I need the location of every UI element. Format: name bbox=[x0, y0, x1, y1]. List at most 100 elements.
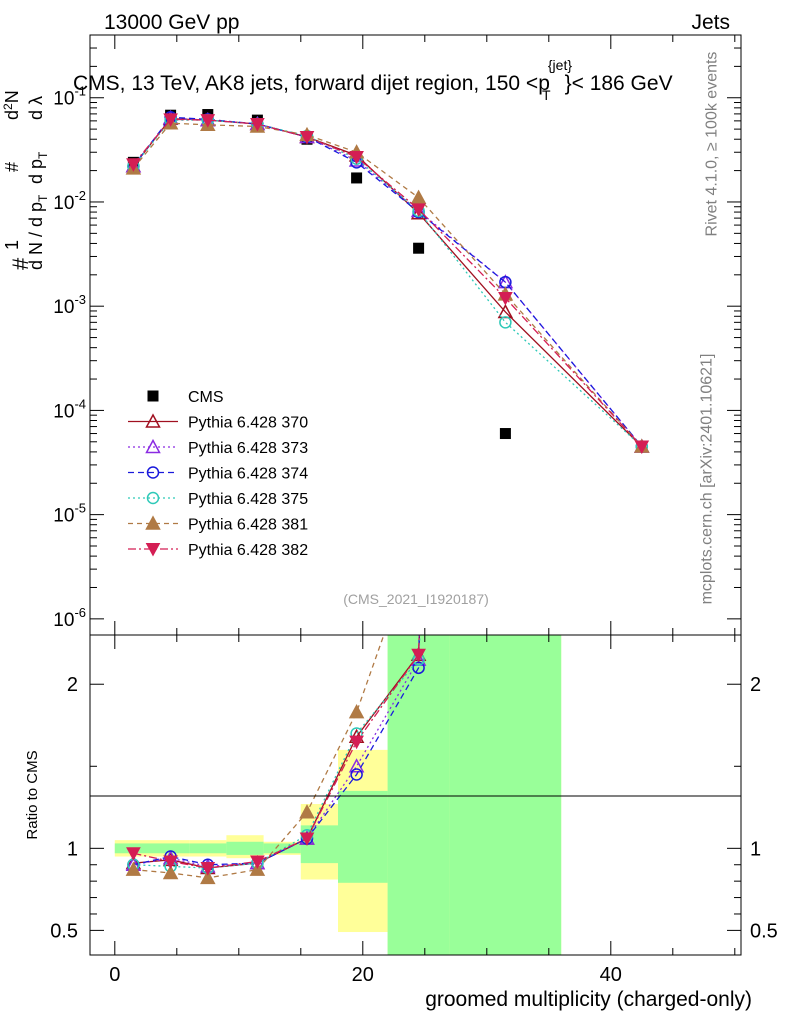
plot-title: CMS, 13 TeV, AK8 jets, forward dijet reg… bbox=[73, 57, 673, 103]
series-line-pythia-6-428-374 bbox=[132, 116, 643, 447]
ratio-line-pythia-6-428-381 bbox=[133, 635, 385, 879]
ratio-point-pythia-6-428-381 bbox=[299, 804, 315, 819]
y-tick-base: 10 bbox=[53, 89, 74, 110]
legend-marker-pythia-6-428-373 bbox=[145, 438, 161, 454]
ratio-band-green bbox=[338, 790, 388, 883]
header-right-label: Jets bbox=[691, 11, 730, 34]
ratio-point-pythia-6-428-381 bbox=[249, 861, 266, 876]
data-point-cms bbox=[499, 428, 511, 440]
y-tick-label: 10-6 bbox=[53, 605, 86, 631]
y-tick-label: 10-3 bbox=[53, 292, 86, 318]
plot-title-sub: T bbox=[542, 87, 551, 103]
legend-label-pythia-6-428-375: Pythia 6.428 375 bbox=[188, 491, 308, 508]
ratio-point-pythia-6-428-373 bbox=[348, 758, 365, 773]
ratio-point-pythia-6-428-381 bbox=[162, 864, 179, 880]
legend-marker-pythia-6-428-375 bbox=[146, 491, 160, 505]
y-axis-label-dp-num: # bbox=[2, 162, 22, 172]
legend-label-pythia-6-428-370: Pythia 6.428 370 bbox=[188, 415, 308, 432]
legend-marker-pythia-6-428-382 bbox=[145, 543, 161, 557]
ratio-series-pythia-6-428-382 bbox=[126, 635, 426, 876]
plot-title-tail: }< 186 GeV bbox=[565, 72, 673, 95]
x-tick-label: 20 bbox=[352, 964, 374, 986]
legend-marker-cms bbox=[147, 390, 159, 402]
y-tick-exp: -3 bbox=[74, 292, 86, 307]
legend-label-pythia-6-428-374: Pythia 6.428 374 bbox=[188, 466, 308, 483]
y-axis-label-hash: # bbox=[8, 257, 33, 270]
ratio-point-pythia-6-428-382 bbox=[250, 855, 265, 870]
y-tick-base: 10 bbox=[53, 193, 74, 214]
y-tick-exp: -1 bbox=[74, 84, 86, 99]
y-tick-base: 10 bbox=[53, 506, 74, 527]
legend-label-cms: CMS bbox=[188, 389, 224, 406]
legend-marker-pythia-6-428-381 bbox=[145, 515, 161, 530]
y-tick-exp: -6 bbox=[74, 605, 86, 620]
y-tick-label: 10-2 bbox=[53, 188, 86, 214]
rivet-version-label: Rivet 4.1.0, ≥ 100k events bbox=[703, 51, 721, 237]
data-point-pythia-6-428-382 bbox=[126, 158, 141, 172]
plot-title-main: CMS, 13 TeV, AK8 jets, forward dijet reg… bbox=[73, 72, 550, 95]
y-axis-label-dp-den: d pT bbox=[26, 151, 50, 184]
ratio-point-pythia-6-428-382 bbox=[299, 832, 315, 847]
x-axis-label: groomed multiplicity (charged-only) bbox=[425, 988, 752, 1011]
ratio-point-pythia-6-428-381 bbox=[125, 861, 142, 876]
data-point-pythia-6-428-382 bbox=[634, 440, 650, 455]
ratio-series-group bbox=[125, 635, 427, 885]
y-tick-label: 10-4 bbox=[53, 396, 86, 422]
data-point-pythia-6-428-382 bbox=[163, 113, 178, 127]
analysis-watermark: (CMS_2021_I1920187) bbox=[343, 591, 489, 607]
ratio-band-green bbox=[387, 635, 450, 955]
ratio-point-pythia-6-428-382 bbox=[126, 847, 141, 861]
header-left-label: 13000 GeV pp bbox=[104, 11, 239, 34]
y-tick-exp: -5 bbox=[74, 501, 86, 516]
mcplots-label: mcplots.cern.ch [arXiv:2401.10621] bbox=[698, 353, 716, 605]
data-point-pythia-6-428-382 bbox=[349, 151, 364, 165]
ratio-tick-label-right: 0.5 bbox=[750, 920, 778, 942]
y-axis-label-frac-den: d N / d pT bbox=[26, 194, 50, 270]
y-tick-base: 10 bbox=[53, 297, 74, 318]
data-point-pythia-6-428-381 bbox=[410, 189, 427, 204]
y-tick-base: 10 bbox=[53, 610, 74, 631]
y-axis-label-d2n: d2N bbox=[1, 90, 22, 120]
x-tick-label: 0 bbox=[109, 964, 120, 986]
ratio-band-green bbox=[226, 841, 264, 855]
y-axis-label-frac-num: 1 bbox=[2, 240, 22, 250]
ratio-tick-label-left: 0.5 bbox=[50, 920, 78, 942]
legend-marker-pythia-6-428-370 bbox=[145, 413, 161, 428]
ratio-point-pythia-6-428-374 bbox=[412, 661, 425, 675]
legend-label-pythia-6-428-373: Pythia 6.428 373 bbox=[188, 440, 308, 457]
ratio-point-pythia-6-428-381 bbox=[200, 869, 216, 885]
data-point-pythia-6-428-375 bbox=[499, 316, 512, 329]
ratio-band-green bbox=[263, 843, 301, 854]
y-tick-label: 10-5 bbox=[53, 501, 86, 527]
legend-label-pythia-6-428-381: Pythia 6.428 381 bbox=[188, 517, 308, 534]
y-tick-base: 10 bbox=[53, 401, 74, 422]
data-point-pythia-6-428-382 bbox=[250, 117, 265, 132]
ratio-point-pythia-6-428-382 bbox=[200, 862, 216, 876]
plot-title-sup: {jet} bbox=[548, 57, 572, 73]
ratio-point-pythia-6-428-381 bbox=[348, 704, 365, 719]
ratio-band-green bbox=[189, 843, 227, 854]
data-point-pythia-6-428-382 bbox=[411, 203, 426, 217]
y-tick-exp: -4 bbox=[74, 396, 86, 411]
data-point-cms bbox=[351, 172, 363, 184]
ratio-plot-frame bbox=[89, 634, 742, 956]
data-point-cms bbox=[413, 242, 425, 254]
ratio-tick-label-right: 2 bbox=[750, 674, 761, 696]
ratio-band-green bbox=[449, 635, 562, 955]
main-series-group bbox=[125, 109, 650, 455]
ratio-point-pythia-6-428-382 bbox=[411, 648, 426, 663]
ratio-tick-label-left: 2 bbox=[67, 674, 78, 696]
ratio-series-pythia-6-428-381 bbox=[125, 635, 385, 885]
ratio-point-pythia-6-428-382 bbox=[163, 855, 178, 870]
y-axis-label-dlambda: d λ bbox=[26, 96, 46, 120]
legend-label-pythia-6-428-382: Pythia 6.428 382 bbox=[188, 542, 308, 559]
y-axis-label: # 1 d N / d pT # d pT d2N d λ bbox=[1, 90, 50, 270]
legend: CMS Pythia 6.428 370 Pythia 6.428 373 Pythi… bbox=[128, 389, 308, 559]
ratio-y-axis-label: Ratio to CMS bbox=[24, 750, 41, 839]
ratio-band-green bbox=[152, 843, 190, 854]
data-point-pythia-6-428-370 bbox=[410, 205, 427, 220]
data-point-pythia-6-428-382 bbox=[299, 131, 315, 145]
data-point-pythia-6-428-382 bbox=[200, 114, 216, 128]
